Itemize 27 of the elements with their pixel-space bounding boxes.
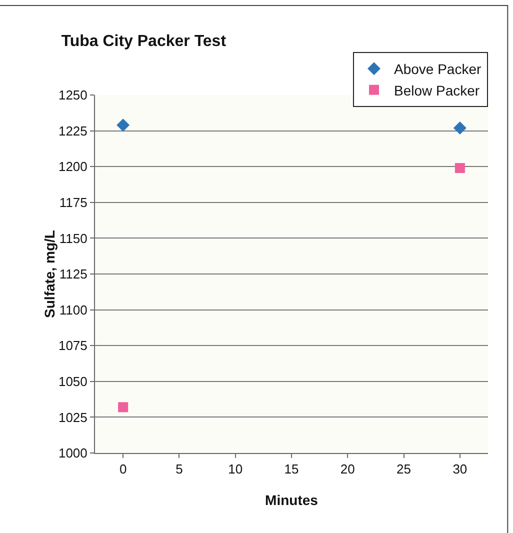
y-tick-label: 1225 <box>58 123 88 138</box>
y-tick-label: 1175 <box>59 194 88 210</box>
y-tick-label: 1125 <box>59 266 88 282</box>
point <box>454 163 465 174</box>
legend-label: Above Packer <box>394 61 482 78</box>
x-axis-title: Minutes <box>265 492 318 508</box>
chart-title: Tuba City Packer Test <box>61 32 227 50</box>
x-tick-label: 0 <box>119 462 127 477</box>
y-tick-label: 1250 <box>58 88 88 103</box>
x-tick-label: 25 <box>396 462 412 477</box>
x-tick-label: 10 <box>228 462 243 477</box>
x-tick-label: 30 <box>452 462 468 477</box>
point <box>118 402 128 412</box>
y-tick-label: 1200 <box>58 159 88 174</box>
point <box>116 118 130 132</box>
y-tick-label: 1100 <box>59 302 88 318</box>
y-tick-label: 1000 <box>58 446 88 461</box>
y-tick-label: 1075 <box>58 338 88 354</box>
y-tick-label: 1025 <box>58 410 88 425</box>
x-tick-label: 15 <box>284 462 299 477</box>
legend-label: Below Packer <box>394 82 480 98</box>
y-tick-label: 1050 <box>58 374 88 389</box>
y-axis-title: Sulfate, mg/L <box>41 230 58 318</box>
x-tick-label: 20 <box>340 462 355 477</box>
x-tick-label: 5 <box>176 462 183 477</box>
y-tick-label: 1150 <box>59 230 88 246</box>
point <box>453 121 466 134</box>
